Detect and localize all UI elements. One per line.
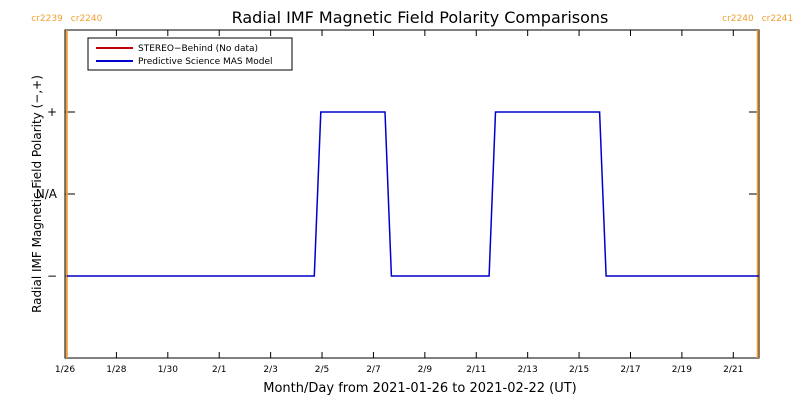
x-tick-label: 1/30: [158, 365, 178, 375]
carrington-label-right: cr2241: [762, 14, 794, 24]
y-tick-label: +: [47, 105, 57, 119]
x-axis-label: Month/Day from 2021-01-26 to 2021-02-22 …: [263, 381, 576, 396]
legend-label-stereo: STEREO−Behind (No data): [138, 44, 258, 54]
x-tick-label: 1/26: [55, 365, 75, 375]
plot-frame: [64, 29, 760, 359]
x-tick-label: 2/9: [418, 365, 433, 375]
x-tick-label: 2/1: [212, 365, 226, 375]
carrington-markers: cr2239 cr2240 cr2240 cr2241: [31, 14, 793, 358]
x-tick-label: 2/13: [518, 365, 538, 375]
x-tick-label: 2/5: [315, 365, 329, 375]
carrington-label-left: cr2239: [31, 14, 63, 24]
series-line-model: [66, 111, 759, 277]
x-tick-label: 2/15: [569, 365, 589, 375]
x-tick-label: 2/21: [723, 365, 743, 375]
carrington-label-right: cr2240: [71, 14, 103, 24]
x-tick-label: 1/28: [106, 365, 126, 375]
series-lines: [66, 111, 759, 277]
legend: STEREO−Behind (No data) Predictive Scien…: [87, 37, 293, 71]
carrington-label-left: cr2240: [722, 14, 754, 24]
x-tick-label: 2/17: [620, 365, 640, 375]
legend-label-model: Predictive Science MAS Model: [138, 57, 273, 67]
x-axis-ticks: 1/26 1/28 1/30 2/1 2/3 2/5 2/7 2/9 2/11 2/13 2/15 2…: [55, 30, 743, 375]
y-axis-ticks: + N/A −: [36, 105, 759, 283]
x-tick-label: 2/7: [366, 365, 380, 375]
y-tick-label: −: [47, 269, 57, 283]
x-tick-label: 2/19: [672, 365, 692, 375]
chart-title: Radial IMF Magnetic Field Polarity Compa…: [232, 8, 609, 27]
y-tick-label: N/A: [36, 187, 58, 201]
x-tick-label: 2/11: [466, 365, 486, 375]
legend-box: [87, 37, 293, 71]
y-axis-label: Radial IMF Magnetic Field Polarity (−,+): [30, 75, 44, 313]
x-tick-label: 2/3: [263, 365, 277, 375]
